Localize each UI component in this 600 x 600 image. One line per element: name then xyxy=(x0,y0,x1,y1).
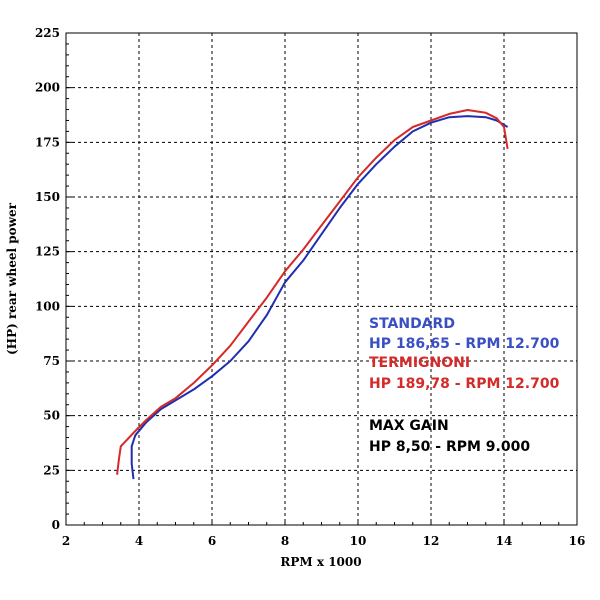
x-tick-label: 2 xyxy=(62,534,70,548)
annotation-text: STANDARD xyxy=(369,316,455,332)
annotation-text: HP 189,78 - RPM 12.700 xyxy=(369,376,560,392)
x-tick-label: 6 xyxy=(208,534,216,548)
annotation-text: HP 8,50 - RPM 9.000 xyxy=(369,439,530,455)
y-tick-label: 100 xyxy=(35,299,60,313)
x-axis-label: RPM x 1000 xyxy=(280,555,361,569)
series-line-termignoni xyxy=(116,109,509,475)
y-tick-labels: 0 25 50 75 100 125 150 175 200 225 xyxy=(35,26,60,532)
y-tick-label: 150 xyxy=(35,190,60,204)
x-tick-label: 4 xyxy=(135,534,143,548)
annotation-text: HP 186,65 - RPM 12.700 xyxy=(369,336,560,352)
annotations: STANDARD HP 186,65 - RPM 12.700 TERMIGNONI… xyxy=(369,316,560,455)
y-axis-label: (HP) rear wheel power xyxy=(5,202,19,355)
series-line-standard xyxy=(130,115,509,480)
x-tick-label: 12 xyxy=(423,534,440,548)
x-tick-labels: 2 4 6 8 10 12 14 16 xyxy=(62,534,586,548)
y-tick-label: 125 xyxy=(35,245,60,259)
y-tick-label: 50 xyxy=(43,409,60,423)
y-tick-label: 225 xyxy=(35,26,60,40)
x-tick-label: 16 xyxy=(569,534,586,548)
x-tick-label: 8 xyxy=(281,534,289,548)
y-tick-label: 25 xyxy=(43,463,60,477)
x-tick-label: 14 xyxy=(496,534,513,548)
y-tick-label: 200 xyxy=(35,81,60,95)
minor-ticks xyxy=(65,32,578,526)
annotation-text: MAX GAIN xyxy=(369,418,449,434)
y-tick-label: 75 xyxy=(43,354,60,368)
series-lines xyxy=(116,109,509,480)
y-tick-label: 175 xyxy=(35,135,60,149)
x-tick-label: 10 xyxy=(350,534,367,548)
annotation-text: TERMIGNONI xyxy=(369,355,470,371)
y-tick-label: 0 xyxy=(52,518,60,532)
